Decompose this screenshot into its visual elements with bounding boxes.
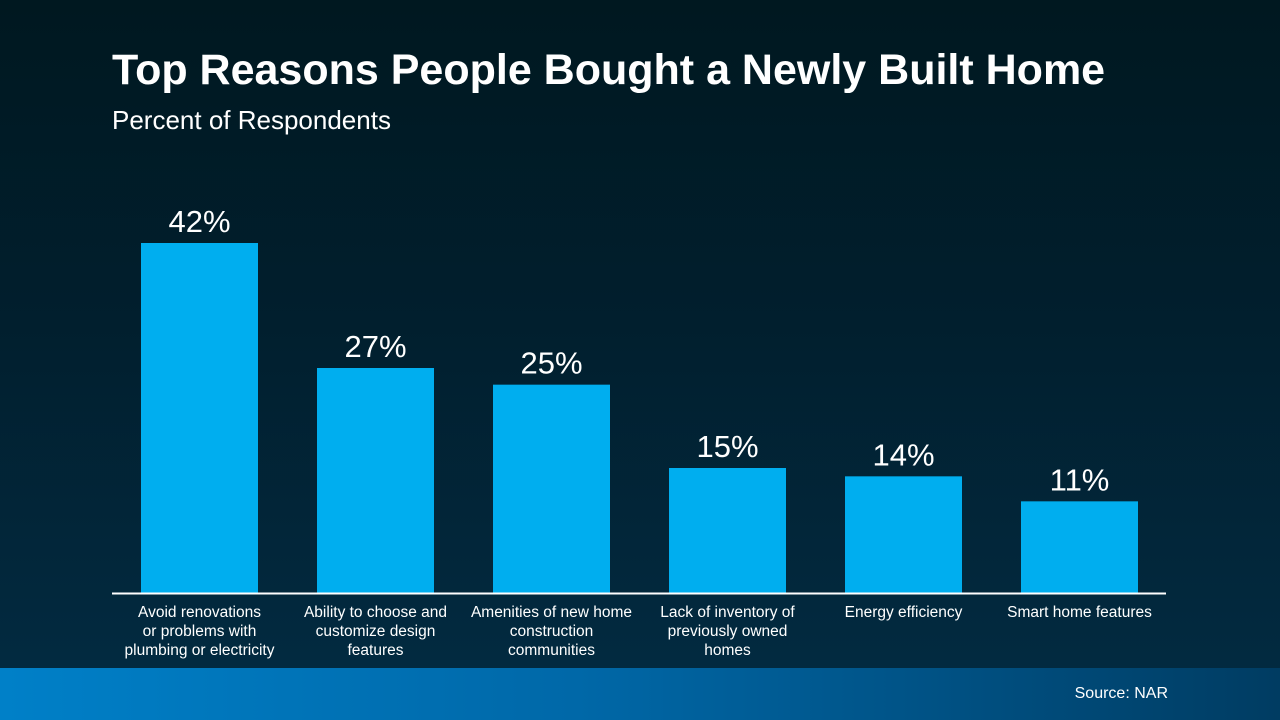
- data-label: 11%: [1050, 462, 1110, 497]
- data-label: 14%: [872, 437, 934, 472]
- bar: [1021, 501, 1138, 593]
- data-label: 15%: [696, 429, 758, 464]
- bar: [845, 476, 962, 593]
- chart-title: Top Reasons People Bought a Newly Built …: [112, 46, 1106, 94]
- category-label: Smart home features: [1007, 604, 1152, 621]
- category-label: Ability to choose and customize design fea…: [304, 604, 447, 659]
- data-label: 27%: [344, 329, 406, 364]
- bar: [141, 243, 258, 593]
- source-note: Source: NAR: [1074, 685, 1168, 702]
- category-label: Energy efficiency: [845, 604, 963, 621]
- chart-subtitle: Percent of Respondents: [112, 105, 391, 135]
- category-label: Amenities of new home construction communi…: [471, 604, 632, 659]
- category-label: Avoid renovations or problems with plumbin…: [125, 604, 275, 659]
- bar: [493, 384, 610, 593]
- bar: [317, 368, 434, 593]
- category-label: Lack of inventory of previously owned home…: [660, 604, 795, 659]
- footer-band: [0, 668, 1280, 720]
- data-label: 25%: [520, 346, 582, 381]
- bar: [669, 468, 786, 593]
- data-label: 42%: [168, 204, 230, 239]
